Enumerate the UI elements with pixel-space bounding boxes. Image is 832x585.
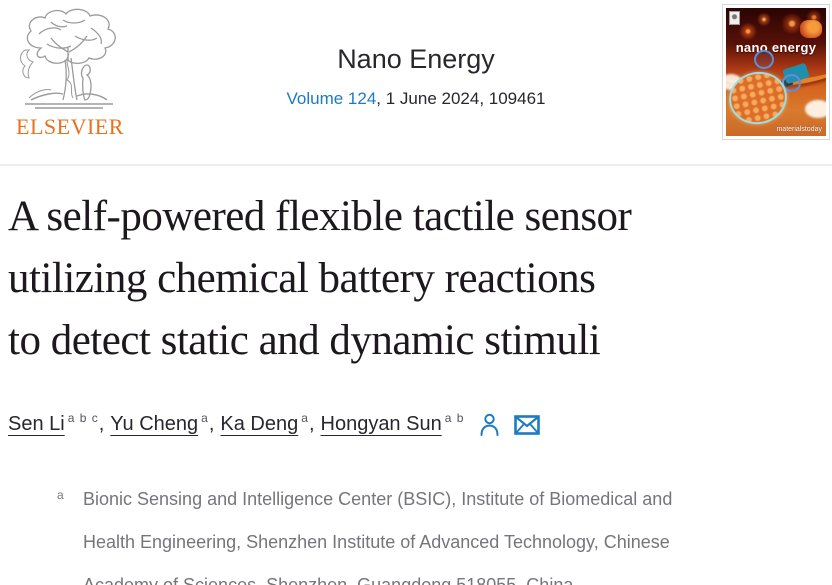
author-affil-sup: a (301, 411, 309, 426)
journal-title-link[interactable]: Nano Energy (337, 44, 495, 74)
author-link-hongyan-sun[interactable]: Hongyan Sun (320, 413, 442, 435)
cover-materialstoday-label: materialstoday (776, 126, 822, 133)
issue-line: Volume 124, 1 June 2024, 109461 (206, 89, 626, 109)
affiliation-line-2: Health Engineering, Shenzhen Institute o… (83, 532, 670, 552)
affiliation-text: Bionic Sensing and Intelligence Center (… (83, 478, 817, 585)
author-profile-button[interactable] (478, 412, 501, 437)
author-separator: , (98, 413, 105, 435)
affiliation-line-3: Academy of Sciences, Shenzhen, Guangdong… (83, 575, 574, 585)
elsevier-tree-icon (20, 8, 116, 109)
cover-elsevier-stamp (729, 11, 740, 25)
cover-cloud-right (805, 100, 826, 118)
article-title-line-2: utilizing chemical battery reactions (8, 255, 596, 302)
author-separator: , (308, 413, 315, 435)
person-icon (480, 413, 499, 436)
author-list: Sen Li a b c, Yu Cheng a, Ka Deng a, Hongya… (8, 411, 541, 437)
article-title-line-3: to detect static and dynamic stimuli (8, 317, 601, 364)
journal-cover-art: nano energy materialstoday (726, 8, 826, 136)
article-title: A self-powered flexible tactile sensor u… (8, 186, 832, 372)
header-divider (0, 164, 832, 166)
author-item: Ka Deng a, (220, 411, 320, 436)
affiliation-block: a Bionic Sensing and Intelligence Center… (57, 478, 817, 585)
author-link-yu-cheng[interactable]: Yu Cheng (110, 413, 199, 435)
volume-link[interactable]: Volume 124 (286, 89, 377, 108)
issue-info: , 1 June 2024, 109461 (376, 89, 546, 108)
author-separator: , (208, 413, 215, 435)
elsevier-logo[interactable]: ELSEVIER (8, 8, 132, 140)
elsevier-wordmark: ELSEVIER (16, 114, 124, 139)
article-title-line-1: A self-powered flexible tactile sensor (8, 193, 632, 240)
author-action-icons (478, 412, 541, 437)
journal-block: Nano Energy Volume 124, 1 June 2024, 109… (206, 44, 626, 109)
author-link-sen-li[interactable]: Sen Li (8, 413, 65, 435)
journal-cover-thumbnail[interactable]: nano energy materialstoday (722, 4, 830, 140)
envelope-icon (514, 414, 541, 435)
author-item: Sen Li a b c, (8, 411, 110, 436)
author-affil-sup: a (201, 411, 209, 426)
author-affil-sup: a b c (67, 411, 99, 426)
correspondence-button[interactable] (514, 414, 541, 435)
cover-dragon-head-decoration (800, 20, 822, 38)
affiliation-line-1: Bionic Sensing and Intelligence Center (… (83, 489, 673, 509)
affiliation-label: a (57, 488, 64, 502)
author-item: Yu Cheng a, (110, 411, 220, 436)
cover-zoom-circle-small-1 (754, 50, 774, 69)
author-link-ka-deng[interactable]: Ka Deng (220, 413, 299, 435)
cover-journal-name: nano energy (735, 40, 817, 55)
author-affil-sup: a b (444, 411, 465, 426)
author-item: Hongyan Sun a b (320, 411, 465, 436)
